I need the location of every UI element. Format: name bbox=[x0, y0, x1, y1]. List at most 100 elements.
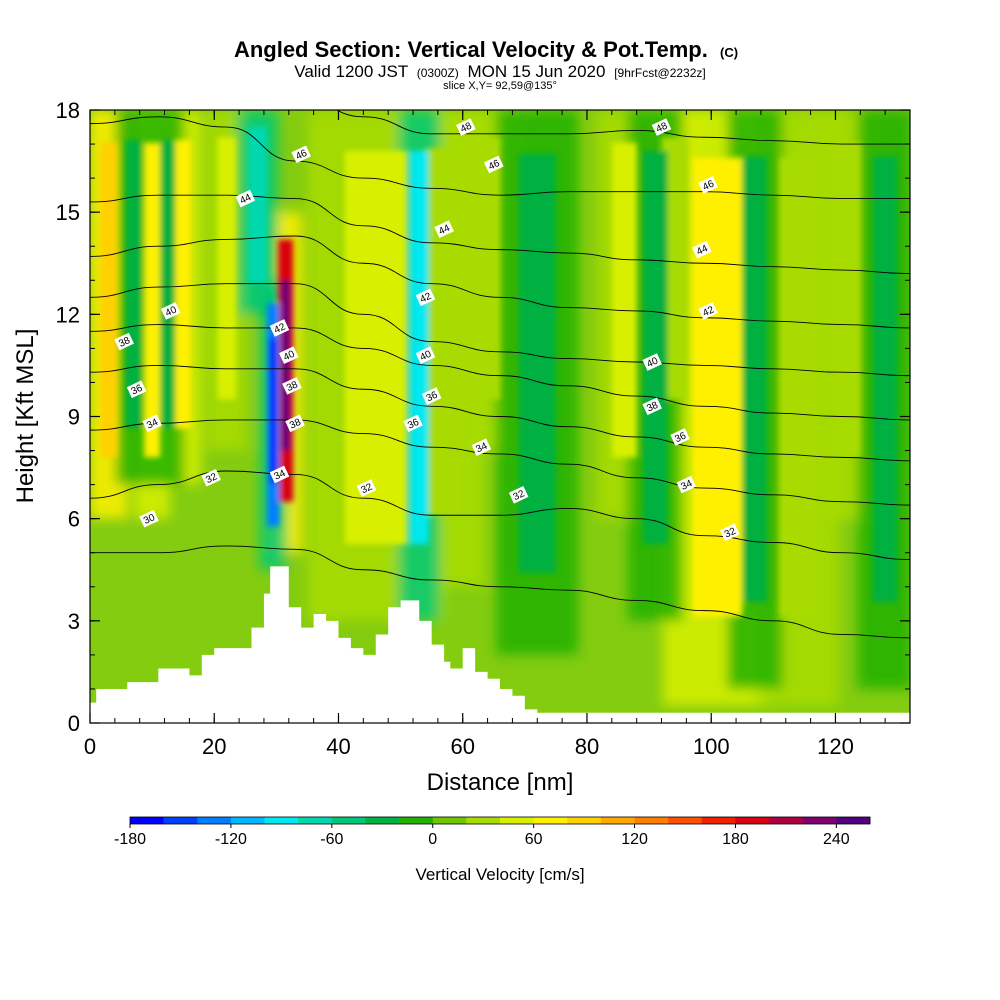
y-axis-label: Height [Kft MSL] bbox=[12, 329, 39, 504]
y-tick-label-3: 9 bbox=[68, 405, 80, 430]
contour-label-24: 44 bbox=[235, 189, 256, 208]
y-tick-label-4: 12 bbox=[56, 302, 80, 327]
velocity-field-core bbox=[99, 126, 898, 617]
y-tick-label-5: 15 bbox=[56, 200, 80, 225]
colorbar-swatch-0 bbox=[130, 817, 164, 824]
contour-label-2: 32 bbox=[356, 479, 377, 497]
colorbar-swatch-10 bbox=[466, 817, 501, 824]
colorbar-swatch-18 bbox=[735, 817, 770, 824]
contour-label-3: 32 bbox=[508, 486, 529, 504]
contour-label-0: 30 bbox=[139, 509, 159, 528]
contour-label-16: 38 bbox=[642, 397, 662, 416]
velocity-core-21 bbox=[872, 156, 898, 603]
svg-text:34: 34 bbox=[474, 441, 489, 456]
contour-label-14: 38 bbox=[282, 377, 302, 395]
svg-text:32: 32 bbox=[723, 526, 738, 541]
velocity-core-8 bbox=[611, 142, 637, 458]
svg-text:34: 34 bbox=[273, 468, 288, 483]
colorbar-swatch-12 bbox=[533, 817, 568, 824]
subtitle-forecast: [9hrFcst@2232z] bbox=[614, 66, 706, 80]
svg-text:36: 36 bbox=[425, 389, 440, 404]
chart-title-main: Angled Section: Vertical Velocity & Pot.… bbox=[234, 37, 708, 62]
contour-label-31: 48 bbox=[651, 118, 672, 136]
contour-label-22: 42 bbox=[415, 288, 436, 307]
contour-label-9: 36 bbox=[126, 380, 147, 399]
velocity-core-13 bbox=[125, 139, 142, 429]
colorbar-swatch-17 bbox=[701, 817, 736, 824]
contour-label-15: 38 bbox=[285, 414, 305, 433]
colorbar-swatch-15 bbox=[634, 817, 669, 824]
contour-label-1: 32 bbox=[201, 468, 221, 487]
colorbar-swatch-8 bbox=[399, 817, 434, 824]
plot-area: 30 32 32 32 32 34 34 34 34 36 36 36 36 38 38 38 38 40 40 40… bbox=[90, 110, 910, 723]
isentrope-48 bbox=[336, 110, 910, 145]
isentrope-32 bbox=[90, 470, 910, 560]
svg-text:34: 34 bbox=[679, 478, 694, 493]
contour-label-13: 38 bbox=[114, 332, 134, 351]
contour-label-10: 36 bbox=[403, 414, 423, 433]
velocity-core-19 bbox=[642, 150, 668, 545]
colorbar-swatch-11 bbox=[500, 817, 534, 824]
colorbar-swatch-19 bbox=[769, 817, 804, 824]
velocity-core-0 bbox=[99, 142, 118, 458]
subtitle-valid: Valid 1200 JST bbox=[294, 62, 408, 81]
velocity-core-2 bbox=[175, 139, 192, 429]
svg-text:44: 44 bbox=[238, 192, 253, 207]
velocity-core-16 bbox=[409, 150, 429, 545]
contour-label-20: 40 bbox=[642, 353, 662, 371]
contour-labels: 30 32 32 32 32 34 34 34 34 36 36 36 36 38 38 38 38 40 40 40… bbox=[114, 118, 740, 542]
subtitle-date: MON 15 Jun 2020 bbox=[467, 62, 605, 81]
colorbar-tick-label-3: 0 bbox=[428, 831, 437, 848]
velocity-peak-15 bbox=[270, 338, 277, 483]
svg-text:46: 46 bbox=[294, 148, 309, 163]
svg-text:32: 32 bbox=[359, 481, 374, 496]
colorbar-swatch-16 bbox=[668, 817, 703, 824]
colorbar-tick-label-7: 240 bbox=[823, 831, 850, 848]
svg-text:38: 38 bbox=[645, 400, 660, 415]
svg-text:48: 48 bbox=[655, 120, 670, 135]
colorbar-swatch-14 bbox=[600, 817, 635, 824]
colorbar-swatch-5 bbox=[298, 817, 333, 824]
contour-label-29: 46 bbox=[698, 176, 718, 194]
contour-label-17: 40 bbox=[160, 302, 181, 320]
velocity-core-6 bbox=[425, 148, 463, 516]
chart-title-suffix: (C) bbox=[720, 45, 738, 60]
chart-slice-info: slice X,Y= 92,59@135° bbox=[443, 80, 557, 92]
colorbar-swatch-3 bbox=[230, 817, 265, 824]
isentrope-40 bbox=[90, 283, 910, 377]
isentrope-44 bbox=[90, 194, 910, 274]
velocity-core-18 bbox=[518, 153, 556, 574]
contour-label-25: 44 bbox=[434, 220, 454, 239]
colorbar bbox=[129, 816, 871, 825]
x-tick-label-1: 20 bbox=[202, 734, 226, 759]
x-tick-label-2: 40 bbox=[326, 734, 350, 759]
colorbar-tick-label-2: -60 bbox=[320, 831, 343, 848]
isentrope-42 bbox=[90, 235, 910, 329]
velocity-core-1 bbox=[144, 142, 161, 458]
colorbar-swatch-1 bbox=[163, 817, 198, 824]
isentrope-46 bbox=[90, 116, 910, 199]
colorbar-tick-label-4: 60 bbox=[525, 831, 543, 848]
colorbar-label: Vertical Velocity [cm/s] bbox=[415, 865, 584, 884]
colorbar-tick-label-5: 120 bbox=[621, 831, 648, 848]
x-tick-label-5: 100 bbox=[693, 734, 730, 759]
colorbar-swatch-7 bbox=[365, 817, 400, 824]
contour-label-30: 48 bbox=[456, 118, 476, 136]
svg-text:36: 36 bbox=[673, 430, 688, 445]
colorbar-swatch-20 bbox=[802, 817, 837, 824]
colorbar-swatch-4 bbox=[264, 817, 299, 824]
svg-text:36: 36 bbox=[406, 417, 421, 432]
y-tick-label-6: 18 bbox=[56, 98, 80, 123]
svg-text:44: 44 bbox=[695, 243, 710, 258]
contour-label-28: 46 bbox=[484, 155, 504, 174]
contour-label-19: 40 bbox=[415, 346, 436, 365]
contour-label-8: 34 bbox=[676, 475, 697, 494]
x-tick-label-4: 80 bbox=[575, 734, 599, 759]
y-tick-label-2: 6 bbox=[68, 507, 80, 532]
velocity-core-7 bbox=[462, 137, 500, 400]
y-tick-label-0: 0 bbox=[68, 711, 80, 736]
svg-text:34: 34 bbox=[145, 417, 160, 432]
svg-text:38: 38 bbox=[285, 379, 300, 394]
svg-text:40: 40 bbox=[282, 349, 297, 364]
contour-label-11: 36 bbox=[421, 387, 442, 405]
